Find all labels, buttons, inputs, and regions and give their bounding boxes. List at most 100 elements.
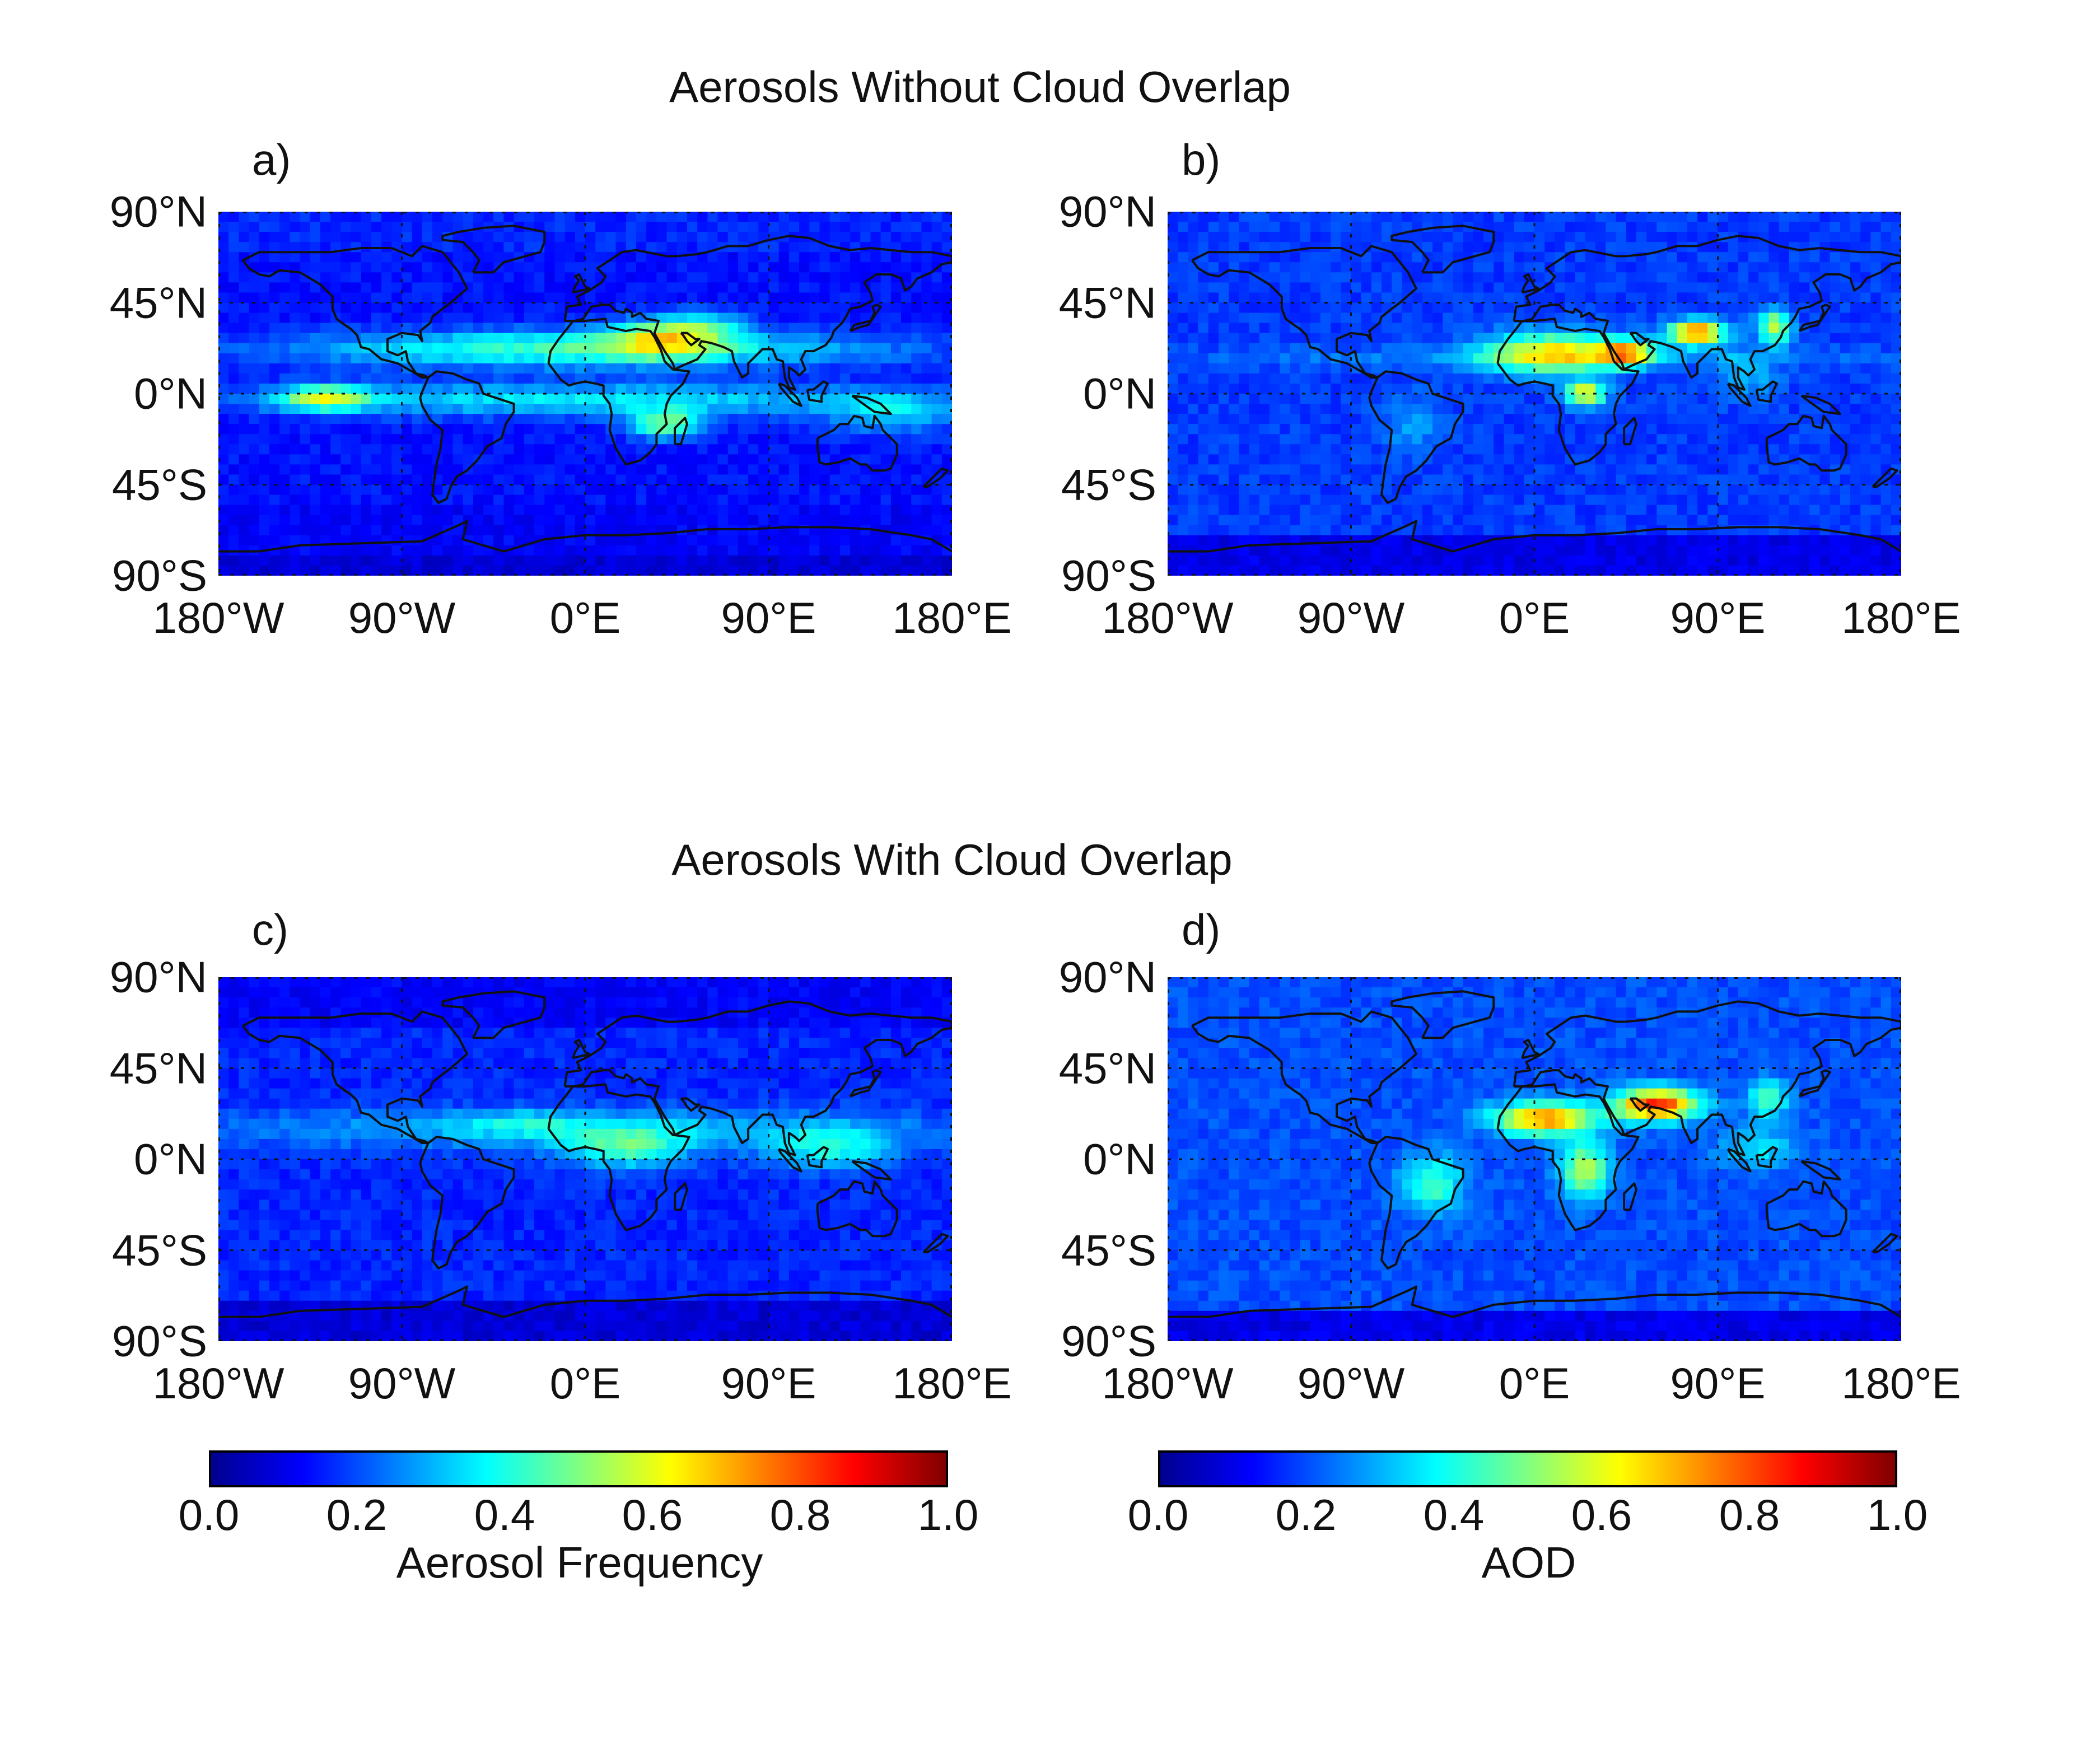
- grid-cell: [636, 394, 647, 404]
- grid-cell: [269, 555, 280, 566]
- grid-cell: [1371, 272, 1382, 283]
- grid-cell: [697, 242, 708, 253]
- grid-cell: [320, 545, 331, 556]
- grid-cell: [921, 312, 932, 324]
- grid-cell: [249, 222, 260, 232]
- grid-cell: [788, 464, 800, 475]
- grid-cell: [687, 262, 698, 273]
- grid-cell: [1402, 404, 1413, 414]
- grid-cell: [544, 212, 556, 222]
- grid-cell: [1168, 262, 1178, 273]
- grid-cell: [1422, 353, 1433, 364]
- grid-cell: [921, 515, 932, 526]
- grid-cell: [1799, 494, 1810, 506]
- grid-cell: [738, 302, 749, 314]
- grid-cell: [473, 494, 484, 506]
- grid-cell: [615, 565, 627, 576]
- grid-cell: [1218, 323, 1229, 334]
- grid-cell: [697, 555, 708, 566]
- grid-cell: [717, 212, 729, 222]
- grid-cell: [890, 505, 902, 516]
- grid-cell: [1860, 404, 1872, 414]
- grid-cell: [809, 212, 820, 222]
- grid-cell: [1382, 484, 1392, 496]
- grid-cell: [452, 323, 464, 334]
- grid-cell: [1779, 505, 1790, 516]
- grid-cell: [249, 484, 260, 496]
- grid-cell: [666, 545, 678, 556]
- grid-cell: [1830, 212, 1841, 222]
- grid-cell: [249, 454, 260, 465]
- grid-cell: [1168, 232, 1178, 242]
- grid-cell: [676, 353, 688, 364]
- grid-cell: [921, 242, 932, 253]
- grid-cell: [1830, 373, 1841, 384]
- grid-cell: [340, 484, 352, 496]
- grid-cell: [422, 232, 433, 242]
- grid-cell: [1840, 292, 1851, 304]
- grid-cell: [1656, 312, 1668, 324]
- grid-cell: [1198, 474, 1209, 486]
- grid-cell: [1565, 535, 1576, 546]
- grid-cell: [1300, 444, 1311, 455]
- grid-cell: [1758, 302, 1770, 314]
- grid-cell: [738, 252, 749, 263]
- grid-cell: [544, 404, 556, 414]
- grid-cell: [300, 394, 311, 404]
- grid-cell: [351, 484, 362, 496]
- grid-cell: [1870, 424, 1882, 435]
- grid-cell: [626, 383, 637, 394]
- grid-cell: [585, 333, 596, 344]
- grid-cell: [381, 232, 392, 242]
- grid-cell: [1432, 353, 1443, 364]
- grid-cell: [839, 373, 851, 384]
- grid-cell: [1656, 525, 1668, 536]
- grid-cell: [1239, 444, 1250, 455]
- grid-cell: [371, 383, 382, 394]
- grid-cell: [1646, 323, 1657, 334]
- grid-cell: [1239, 494, 1250, 506]
- grid-cell: [1504, 454, 1515, 465]
- grid-cell: [1830, 515, 1841, 526]
- grid-cell: [554, 323, 566, 334]
- grid-cell: [656, 464, 668, 475]
- grid-cell: [493, 474, 505, 486]
- grid-cell: [1595, 232, 1606, 242]
- grid-cell: [778, 394, 790, 404]
- grid-cell: [1422, 525, 1433, 536]
- grid-cell: [412, 262, 423, 273]
- grid-cell: [1646, 302, 1657, 314]
- grid-cell: [1351, 424, 1362, 435]
- grid-cell: [870, 494, 881, 506]
- grid-cell: [707, 363, 718, 374]
- grid-cell: [1229, 414, 1239, 424]
- grid-cell: [1575, 343, 1586, 354]
- grid-cell: [1208, 505, 1219, 516]
- grid-cell: [1178, 535, 1188, 546]
- grid-cell: [1860, 282, 1872, 293]
- grid-cell: [340, 222, 352, 232]
- grid-cell: [351, 312, 362, 324]
- grid-cell: [1768, 333, 1780, 344]
- grid-cell: [564, 272, 576, 283]
- grid-cell: [1656, 394, 1668, 404]
- grid-cell: [422, 394, 433, 404]
- grid-cell: [422, 292, 433, 304]
- grid-cell: [1249, 454, 1260, 465]
- grid-cell: [615, 515, 627, 526]
- grid-cell: [819, 515, 830, 526]
- grid-cell: [463, 262, 474, 273]
- grid-cell: [1168, 424, 1178, 435]
- grid-cell: [463, 232, 474, 242]
- grid-cell: [1758, 474, 1770, 486]
- grid-cell: [1473, 394, 1484, 404]
- grid-cell: [1168, 312, 1178, 324]
- grid-cell: [1208, 535, 1219, 546]
- grid-cell: [1555, 383, 1566, 394]
- grid-cell: [1239, 525, 1250, 536]
- grid-cell: [941, 373, 952, 384]
- grid-cell: [1606, 434, 1617, 445]
- grid-cell: [1453, 353, 1464, 364]
- grid-cell: [727, 232, 739, 242]
- grid-cell: [1443, 525, 1454, 536]
